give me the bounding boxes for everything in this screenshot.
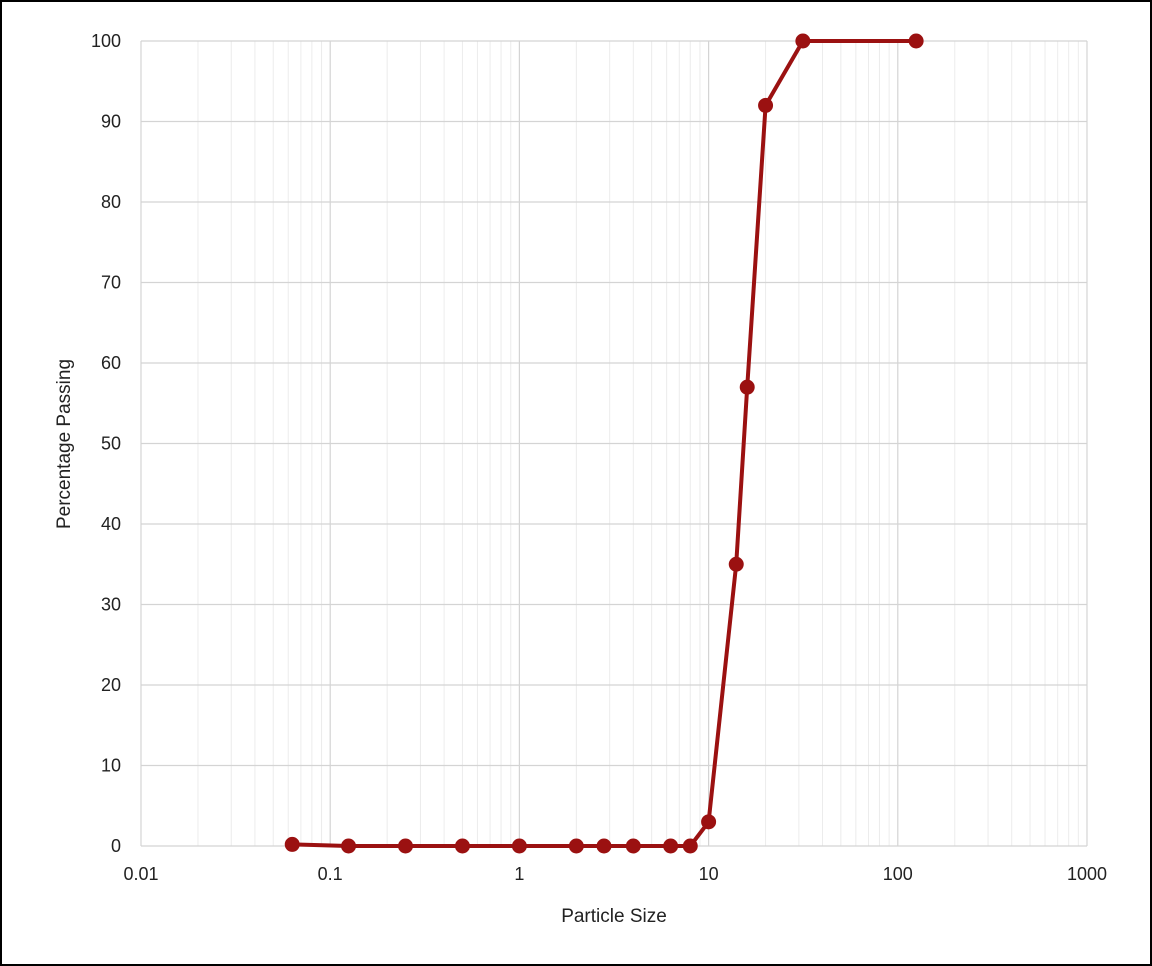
data-point xyxy=(397,838,413,854)
x-axis-title: Particle Size xyxy=(561,906,667,927)
x-tick-label: 10 xyxy=(699,864,719,884)
x-tick-labels: 0.01 0.1 1 10 100 1000 xyxy=(123,864,1107,884)
y-tick-label: 80 xyxy=(101,192,121,212)
x-tick-label: 0.1 xyxy=(318,864,343,884)
x-tick-label: 1 xyxy=(514,864,524,884)
data-point xyxy=(758,97,774,113)
y-tick-label: 60 xyxy=(101,353,121,373)
y-tick-label: 70 xyxy=(101,273,121,293)
y-tick-label: 0 xyxy=(111,836,121,856)
data-point xyxy=(682,838,698,854)
y-axis-title: Percentage Passing xyxy=(54,359,75,529)
data-point xyxy=(663,838,679,854)
data-point xyxy=(568,838,584,854)
data-point xyxy=(341,838,357,854)
x-tick-label: 0.01 xyxy=(123,864,158,884)
major-gridlines xyxy=(140,40,1088,847)
data-point xyxy=(284,836,300,852)
data-point xyxy=(625,838,641,854)
y-tick-labels: 0 10 20 30 40 50 60 70 80 90 100 xyxy=(91,31,121,856)
data-point xyxy=(701,814,717,830)
data-point xyxy=(454,838,470,854)
y-tick-label: 90 xyxy=(101,112,121,132)
data-point xyxy=(739,379,755,395)
y-tick-label: 10 xyxy=(101,756,121,776)
y-tick-label: 30 xyxy=(101,595,121,615)
x-tick-label: 100 xyxy=(883,864,913,884)
data-point xyxy=(795,33,811,49)
y-tick-label: 100 xyxy=(91,31,121,51)
series-layer xyxy=(284,33,924,854)
series-line xyxy=(292,39,917,848)
data-point xyxy=(728,556,744,572)
data-point xyxy=(596,838,612,854)
y-tick-label: 40 xyxy=(101,514,121,534)
y-tick-label: 50 xyxy=(101,434,121,454)
x-tick-label: 1000 xyxy=(1067,864,1107,884)
y-tick-label: 20 xyxy=(101,675,121,695)
data-point xyxy=(908,33,924,49)
data-point xyxy=(511,838,527,854)
